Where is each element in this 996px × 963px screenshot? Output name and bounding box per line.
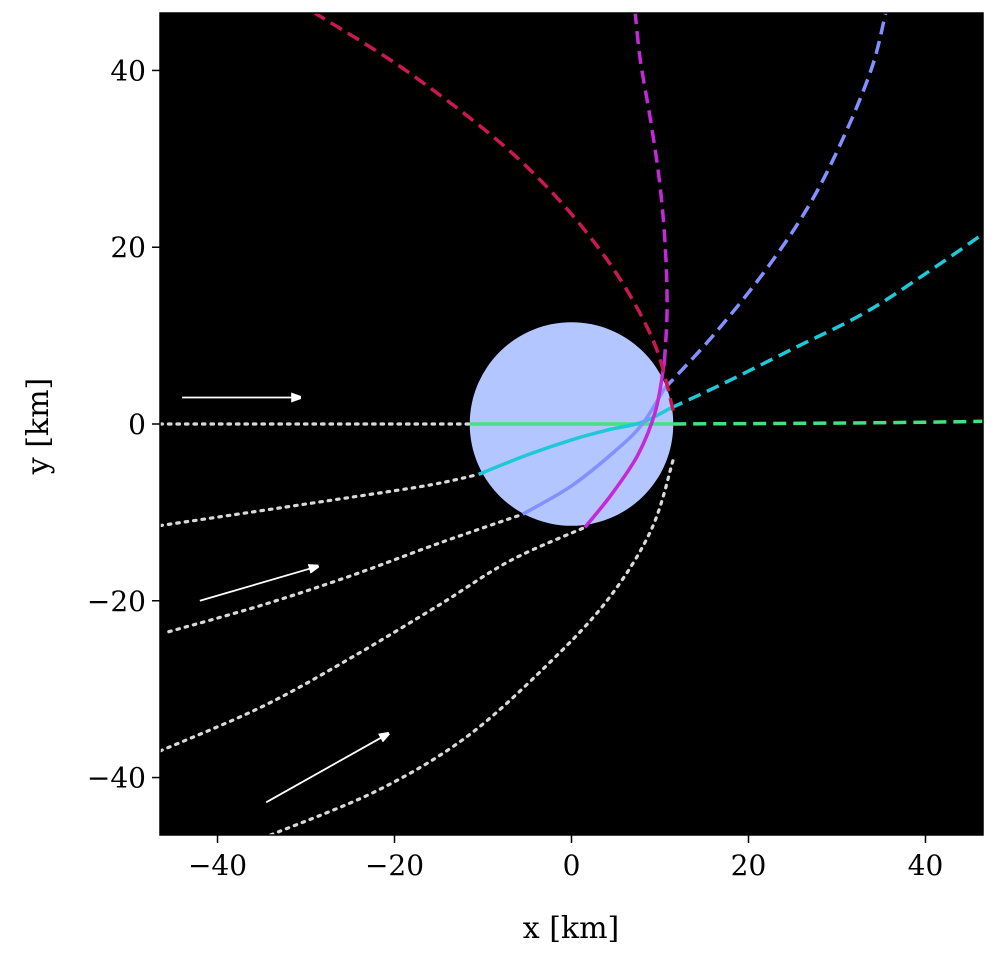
trajectory-2-outgoing bbox=[669, 232, 983, 410]
y-tick-label: 0 bbox=[128, 408, 146, 441]
trajectory-4-inside bbox=[583, 361, 667, 529]
y-tick-label: −20 bbox=[87, 585, 146, 618]
trajectory-1-outgoing bbox=[673, 419, 983, 426]
y-axis-label: y [km] bbox=[21, 378, 56, 476]
trajectory-4-outgoing bbox=[633, 13, 669, 363]
y-tick-label: −40 bbox=[87, 762, 146, 795]
x-tick-label: 40 bbox=[908, 849, 944, 882]
direction-arrow-2 bbox=[199, 567, 315, 602]
trajectory-3-incoming bbox=[167, 512, 525, 634]
trajectory-2-incoming bbox=[160, 472, 481, 528]
trajectory-5-incoming bbox=[269, 457, 675, 835]
x-tick-label: −40 bbox=[188, 849, 247, 882]
trajectory-5-outgoing bbox=[313, 13, 675, 412]
x-tick-label: 0 bbox=[563, 849, 581, 882]
direction-arrow-3 bbox=[265, 735, 385, 804]
trajectory-4-incoming bbox=[160, 525, 587, 753]
trajectory-3-inside bbox=[521, 387, 666, 516]
x-axis-label: x [km] bbox=[523, 911, 620, 946]
x-tick-label: −20 bbox=[365, 849, 424, 882]
trajectory-3-outgoing bbox=[663, 13, 888, 390]
y-tick-label: 40 bbox=[110, 54, 146, 87]
x-tick-label: 20 bbox=[731, 849, 767, 882]
y-tick-label: 20 bbox=[110, 231, 146, 264]
